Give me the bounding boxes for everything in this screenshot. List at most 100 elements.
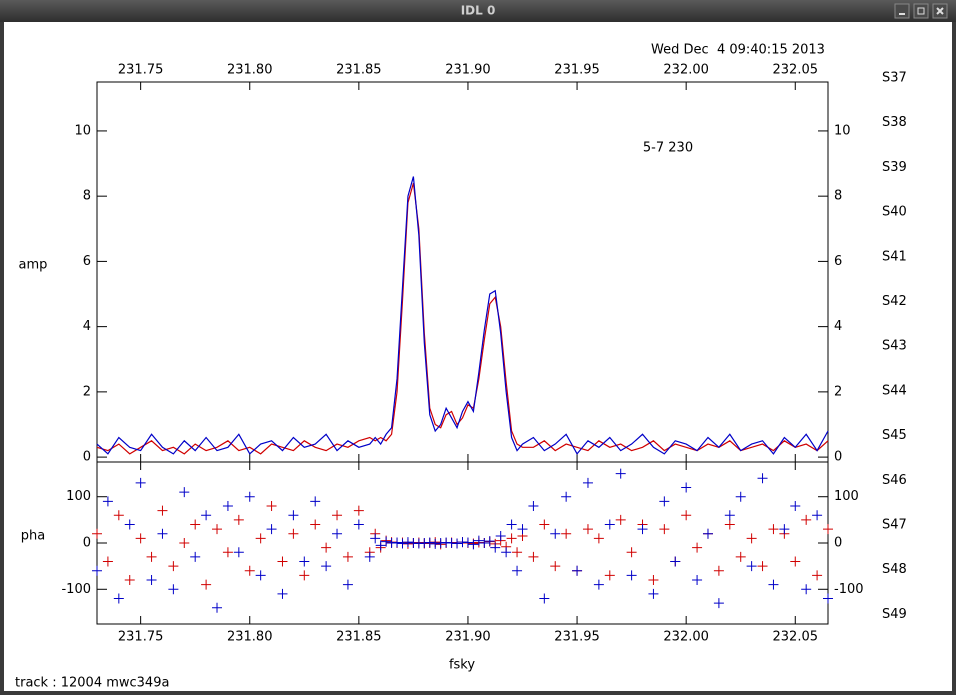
- source-label: S49: [882, 607, 907, 622]
- y-tick-label-right: 6: [834, 254, 842, 269]
- x-tick-label-top: 231.85: [336, 63, 382, 78]
- pha-point: [370, 533, 381, 544]
- pha-point: [735, 491, 746, 502]
- source-label: S37: [882, 71, 907, 86]
- pha-point: [342, 579, 353, 590]
- pha-point: [512, 547, 523, 558]
- pha-point: [102, 556, 113, 567]
- pha-point: [392, 537, 403, 548]
- x-tick-label-top: 231.80: [227, 63, 273, 78]
- pha-point: [604, 570, 615, 581]
- pha-point: [593, 579, 604, 590]
- pha-point: [342, 551, 353, 562]
- y-axis-label: amp: [19, 258, 48, 273]
- plots: S37 S38 S39 S40 S41 S42 S43 S44 S45 S46 S47 S48 S49 0…: [19, 63, 907, 673]
- x-tick-label-top: 232.05: [773, 63, 819, 78]
- pha-point: [299, 570, 310, 581]
- pha-point: [277, 556, 288, 567]
- pha-point: [681, 510, 692, 521]
- pha-point: [92, 528, 102, 539]
- pha-point: [561, 491, 572, 502]
- minimize-button[interactable]: [894, 3, 910, 19]
- x-tick-label-top: 231.90: [445, 63, 491, 78]
- y-tick-label: 0: [83, 536, 91, 551]
- source-label: S39: [882, 160, 907, 175]
- pha-point: [92, 565, 102, 576]
- pha-point: [424, 537, 435, 548]
- window-title: IDL 0: [461, 4, 496, 18]
- pha-point: [768, 579, 779, 590]
- y-axis-label: pha: [21, 529, 45, 544]
- x-tick-label: 231.95: [554, 630, 600, 645]
- x-tick-label: 231.85: [336, 630, 382, 645]
- pha-point: [157, 528, 168, 539]
- source-label: S45: [882, 428, 907, 443]
- source-label: S47: [882, 518, 907, 533]
- pha-point: [790, 556, 801, 567]
- pha-point: [692, 575, 703, 586]
- pha-point: [528, 500, 539, 511]
- pha-point: [190, 551, 201, 562]
- pha-point: [124, 519, 135, 530]
- timestamp: Wed Dec 4 09:40:15 2013: [651, 43, 825, 58]
- pha-point: [615, 514, 626, 525]
- source-label: S42: [882, 294, 907, 309]
- pha-point: [539, 593, 550, 604]
- y-tick-label-right: 100: [834, 489, 859, 504]
- source-label: S48: [882, 562, 907, 577]
- pha-point: [713, 565, 724, 576]
- pha-point: [146, 551, 157, 562]
- pha-point: [528, 551, 539, 562]
- window-buttons[interactable]: [894, 3, 948, 19]
- pha-point: [168, 584, 179, 595]
- y-tick-label: 4: [83, 319, 91, 334]
- pha-point: [233, 514, 244, 525]
- plot-canvas: [4, 22, 952, 691]
- pha-point: [512, 565, 523, 576]
- pha-point: [757, 473, 768, 484]
- x-tick-label: 231.80: [227, 630, 273, 645]
- annotation: 5-7 230: [643, 141, 693, 156]
- pha-point: [462, 537, 473, 548]
- pha-point: [255, 533, 266, 544]
- pha-point: [332, 528, 343, 539]
- y-tick-label: 6: [83, 254, 91, 269]
- x-tick-label: 232.05: [773, 630, 819, 645]
- pha-point: [375, 540, 386, 551]
- pha-point: [550, 528, 561, 539]
- pha-point: [473, 535, 484, 546]
- pha-point: [157, 505, 168, 516]
- pha-point: [310, 496, 321, 507]
- pha-point: [823, 524, 833, 535]
- pha-point: [288, 510, 299, 521]
- y-tick-label: 8: [83, 189, 91, 204]
- pha-point: [332, 510, 343, 521]
- pha-point: [452, 538, 463, 549]
- maximize-button[interactable]: [913, 3, 929, 19]
- pha-point: [146, 575, 157, 586]
- pha-point: [626, 570, 637, 581]
- pha-point: [724, 510, 735, 521]
- pha-point: [681, 482, 692, 493]
- close-icon: [936, 7, 944, 15]
- pha-point: [626, 547, 637, 558]
- pha-point: [244, 491, 255, 502]
- pha-point: [582, 477, 593, 488]
- pha-point: [310, 519, 321, 530]
- pha-point: [179, 538, 190, 548]
- title-bar: [0, 0, 956, 22]
- pha-point: [746, 533, 757, 544]
- pha-point: [746, 561, 757, 572]
- y-tick-label-right: 4: [834, 319, 842, 334]
- amp-line: [96, 176, 829, 455]
- pha-point: [670, 556, 681, 567]
- pha-point: [801, 514, 812, 525]
- pha-point: [266, 500, 277, 511]
- pha-point: [135, 477, 146, 488]
- pha-point: [255, 570, 266, 581]
- pha-point: [135, 533, 146, 544]
- pha-point: [604, 519, 615, 530]
- pha-point: [790, 500, 801, 511]
- y-tick-label: 100: [66, 489, 91, 504]
- source-label: S38: [882, 115, 907, 130]
